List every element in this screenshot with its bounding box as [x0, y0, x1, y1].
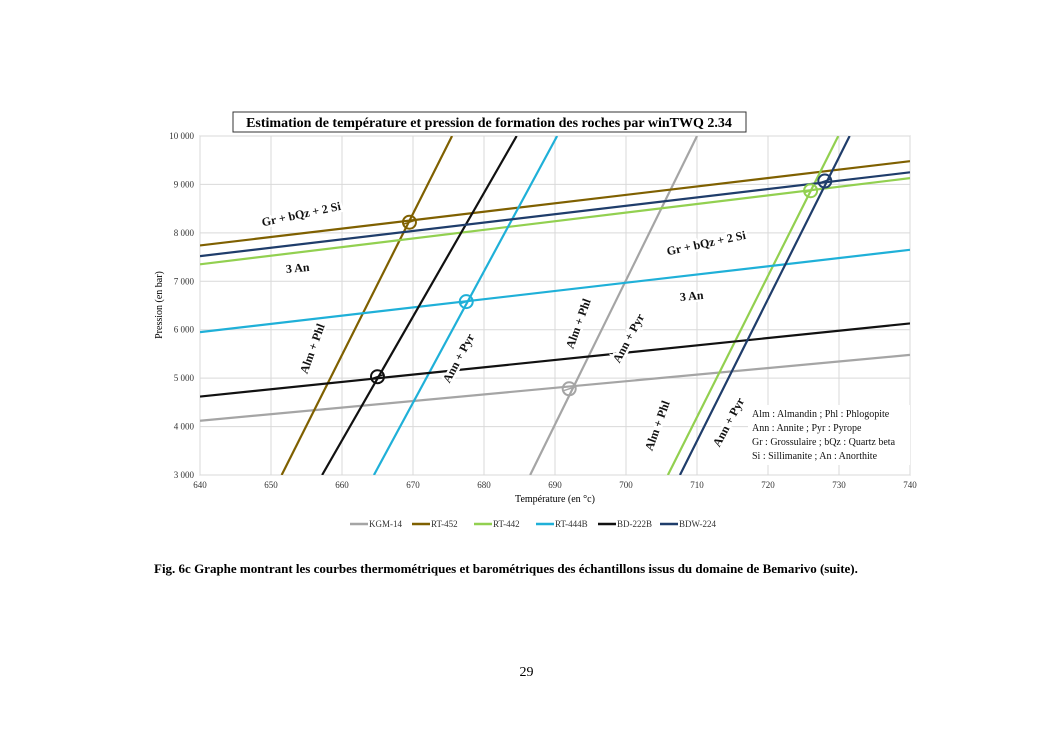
key-line: Gr : Grossulaire ; bQz : Quartz beta — [752, 437, 896, 448]
intersection-marker — [803, 183, 819, 199]
y-tick-label: 7 000 — [174, 276, 195, 286]
y-axis-label: Pression (en bar) — [154, 271, 165, 339]
key-line: Alm : Almandin ; Phl : Phlogopite — [752, 409, 890, 420]
y-tick-label: 10 000 — [169, 131, 194, 141]
series-line — [372, 136, 559, 475]
series-line — [678, 136, 851, 475]
x-tick-label: 640 — [193, 480, 207, 490]
legend-label: BD-222B — [617, 519, 652, 529]
key-line: Ann : Annite ; Pyr : Pyrope — [752, 423, 862, 434]
series-layer — [200, 136, 910, 475]
x-tick-label: 670 — [406, 480, 420, 490]
series-line — [529, 136, 698, 475]
key-box — [748, 405, 910, 465]
y-tick-label: 9 000 — [174, 179, 195, 189]
reaction-label: 3 An — [285, 260, 310, 276]
y-tick-label: 6 000 — [174, 325, 195, 335]
y-tick-label: 5 000 — [174, 373, 195, 383]
chart: Estimation de température et pression de… — [154, 111, 917, 529]
x-tick-label: 740 — [903, 480, 917, 490]
series-line — [666, 136, 840, 475]
intersection-marker — [370, 369, 385, 385]
series-line — [200, 353, 910, 422]
chart-title: Estimation de température et pression de… — [246, 116, 732, 131]
legend-label: RT-442 — [493, 519, 520, 529]
x-tick-label: 680 — [477, 480, 491, 490]
series-line — [321, 136, 518, 475]
page-number: 29 — [519, 665, 534, 680]
intersection-marker — [817, 173, 833, 189]
intersection-marker — [401, 214, 417, 230]
intersection-cross — [804, 188, 817, 194]
intersection-cross — [371, 373, 384, 380]
reaction-label: 3 An — [679, 288, 704, 304]
x-tick-label: 650 — [264, 480, 278, 490]
intersection-cross — [403, 219, 416, 225]
series-line — [280, 136, 454, 475]
x-tick-label: 660 — [335, 480, 349, 490]
x-tick-label: 700 — [619, 480, 633, 490]
caption: Fig. 6c Graphe montrant les courbes ther… — [154, 561, 858, 576]
series-line — [200, 248, 910, 334]
intersection-cross — [818, 178, 832, 184]
x-tick-label: 710 — [690, 480, 704, 490]
x-tick-label: 730 — [832, 480, 846, 490]
y-tick-label: 8 000 — [174, 228, 195, 238]
title-box — [232, 111, 747, 133]
x-tick-label: 720 — [761, 480, 775, 490]
legend-label: KGM-14 — [369, 519, 402, 529]
legend-label: RT-444B — [555, 519, 588, 529]
series-line — [200, 160, 910, 247]
x-tick-label: 690 — [548, 480, 562, 490]
series-line — [200, 322, 910, 398]
series-line — [200, 171, 910, 258]
intersection-cross — [562, 386, 576, 392]
y-tick-label: 4 000 — [174, 422, 195, 432]
y-tick-label: 3 000 — [174, 470, 195, 480]
legend-label: BDW-224 — [679, 519, 716, 529]
series-line — [200, 177, 910, 266]
intersection-cross — [460, 298, 473, 305]
key-line: Si : Sillimanite ; An : Anorthite — [752, 451, 878, 462]
intersection-marker — [458, 294, 474, 310]
x-axis-label: Température (en °c) — [515, 494, 595, 505]
intersection-marker — [561, 381, 577, 397]
legend-label: RT-452 — [431, 519, 458, 529]
